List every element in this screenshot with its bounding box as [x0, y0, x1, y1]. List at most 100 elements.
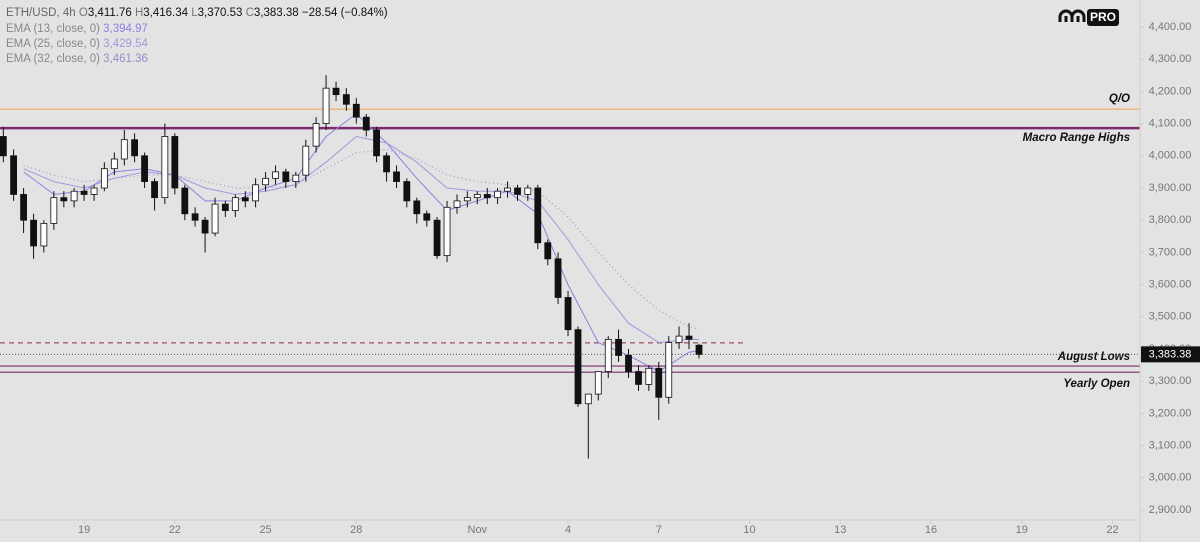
candle — [100, 162, 108, 192]
candle — [231, 194, 239, 217]
candle-body — [90, 187, 98, 195]
ema-line — [23, 148, 700, 330]
y-tick-label: 3,600.00 — [1149, 279, 1192, 291]
ema-value: 3,429.54 — [103, 38, 148, 50]
candle-body — [594, 371, 602, 395]
candle — [554, 252, 562, 304]
candle — [615, 329, 622, 362]
candle — [161, 123, 169, 205]
candle-body — [463, 197, 471, 202]
logo-badge — [1087, 9, 1119, 26]
x-tick-label: 7 — [656, 524, 662, 536]
candle-body — [534, 187, 542, 244]
candle — [584, 393, 592, 459]
ema-name: EMA (13, close, 0) — [6, 23, 100, 35]
candle-body — [100, 168, 108, 189]
candle — [241, 191, 249, 208]
candle-body — [211, 203, 219, 234]
y-tick-label: 4,100.00 — [1149, 118, 1192, 130]
level-label: Yearly Open — [1063, 378, 1130, 390]
candle — [252, 178, 259, 208]
candle — [393, 165, 400, 188]
candle-body — [483, 194, 491, 199]
candle — [0, 126, 7, 163]
candle — [120, 130, 128, 166]
candle-body — [625, 355, 632, 372]
ohlc-key: O — [79, 7, 88, 19]
candle-body — [191, 213, 199, 221]
candle — [665, 336, 673, 404]
candle — [423, 210, 431, 227]
candle-body — [383, 155, 390, 173]
x-tick-label: 19 — [1016, 524, 1028, 536]
candle-body — [403, 181, 411, 202]
x-tick-label: 4 — [565, 524, 571, 536]
candle — [604, 336, 612, 378]
candle-body — [20, 194, 27, 221]
level-label: August Lows — [1057, 351, 1130, 363]
candle — [221, 200, 229, 217]
candle-body — [342, 94, 350, 105]
candle — [544, 239, 552, 266]
candle — [181, 184, 189, 221]
ema-legend: EMA (25, close, 0) 3,429.54 — [6, 38, 149, 50]
candle-body — [564, 297, 572, 331]
candle-body — [201, 219, 209, 234]
x-tick-label: 25 — [259, 524, 271, 536]
candle — [201, 216, 209, 253]
candle-body — [433, 219, 441, 257]
level-label: Macro Range Highs — [1023, 132, 1130, 144]
candle-body — [574, 329, 582, 405]
candle-body — [151, 181, 158, 199]
candle-body — [635, 371, 642, 385]
candle — [262, 171, 269, 192]
candle-body — [443, 206, 451, 257]
candle-body — [665, 342, 673, 398]
candle — [675, 326, 683, 349]
candle-body — [655, 367, 663, 398]
candle-body — [393, 171, 400, 182]
last-price-label: 3,383.38 — [1149, 348, 1192, 360]
candle-body — [131, 139, 138, 157]
candle — [211, 197, 219, 237]
candle — [453, 194, 461, 214]
candle-body — [332, 87, 340, 96]
candle — [131, 133, 138, 163]
candle — [534, 184, 542, 250]
candle-body — [272, 171, 279, 179]
y-tick-label: 3,100.00 — [1149, 440, 1192, 452]
candle-body — [615, 338, 622, 356]
candle-body — [413, 200, 421, 215]
y-tick-label: 4,400.00 — [1149, 21, 1192, 33]
logo-text: PRO — [1090, 10, 1116, 24]
candle — [524, 184, 532, 201]
symbol: ETH/USD, 4h — [6, 7, 76, 19]
candle — [20, 188, 27, 234]
candle-body — [302, 145, 310, 176]
candle — [514, 184, 521, 201]
candle — [645, 365, 653, 391]
candle — [110, 152, 118, 176]
candle — [171, 133, 179, 195]
candle-body — [423, 213, 431, 221]
candle-body — [70, 190, 78, 202]
candle-body — [282, 171, 290, 182]
x-tick-label: 28 — [350, 524, 362, 536]
candle — [403, 178, 411, 208]
candle — [594, 371, 602, 401]
candle — [494, 188, 501, 205]
candle-body — [292, 174, 300, 182]
candle — [272, 165, 279, 185]
ohlc-value: 3,411.76 — [88, 7, 132, 19]
ema-legend: EMA (13, close, 0) 3,394.97 — [6, 23, 148, 35]
candle — [80, 184, 88, 201]
candle — [413, 197, 421, 224]
candle — [292, 171, 300, 188]
ohlc-key: C — [246, 7, 254, 19]
candle — [141, 152, 148, 188]
x-tick-label: 13 — [834, 524, 846, 536]
ema-line — [23, 135, 700, 344]
candle-body — [231, 197, 239, 211]
